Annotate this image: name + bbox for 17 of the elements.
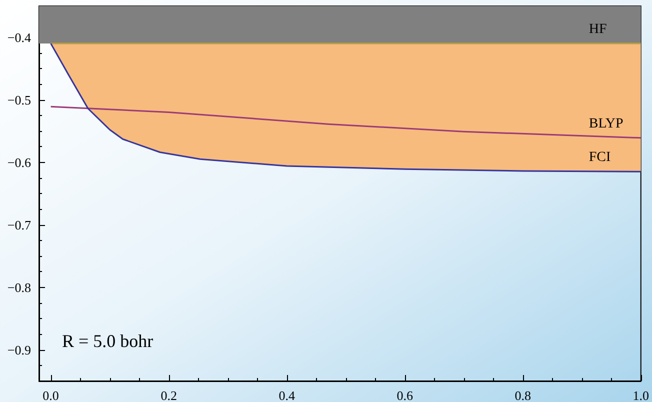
annotation: R = 5.0 bohr bbox=[62, 331, 154, 351]
series-label: FCI bbox=[588, 150, 611, 166]
line-series bbox=[50, 106, 642, 139]
y-tick-label: −0.8 bbox=[7, 280, 31, 295]
x-tick-label: 0.4 bbox=[278, 388, 296, 402]
y-tick-label: −0.5 bbox=[7, 92, 31, 108]
y-tick-label: −0.9 bbox=[7, 342, 31, 358]
x-tick-label: 0.2 bbox=[160, 388, 177, 402]
x-tick-label: 0.0 bbox=[42, 388, 59, 402]
x-tick-label: 1.0 bbox=[632, 388, 649, 402]
x-tick-label: 0.6 bbox=[396, 388, 414, 402]
series-label: BLYP bbox=[588, 116, 624, 132]
x-tick-label: 0.8 bbox=[514, 388, 531, 402]
series-label: HF bbox=[588, 22, 607, 37]
y-tick-label: −0.7 bbox=[7, 217, 32, 232]
y-tick-label: −0.4 bbox=[7, 30, 32, 45]
y-tick-label: −0.6 bbox=[7, 154, 32, 170]
